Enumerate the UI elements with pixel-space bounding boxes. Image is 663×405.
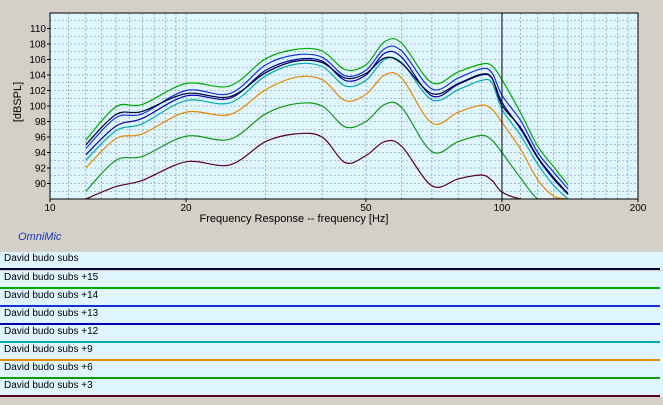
legend-label: David budo subs +13 (4, 308, 99, 319)
legend-color-swatch (0, 323, 660, 325)
legend-label: David budo subs +3 (4, 380, 93, 391)
legend-panel: David budo subs David budo subs +15 David … (0, 252, 663, 405)
legend-row[interactable]: David budo subs +6 (0, 361, 663, 379)
y-tick-label: 104 (29, 71, 46, 82)
series-line (85, 37, 569, 186)
brand-label: OmniMic (18, 231, 62, 243)
y-tick-label: 108 (29, 40, 46, 51)
y-tick-label: 92 (35, 164, 47, 175)
y-tick-label: 110 (30, 24, 46, 35)
legend-row[interactable]: David budo subs +15 (0, 271, 663, 289)
x-axis-title: Frequency Response -- frequency [Hz] (200, 213, 389, 225)
legend-label: David budo subs +15 (4, 272, 99, 283)
legend-color-swatch (0, 287, 660, 289)
y-tick-label: 102 (29, 86, 46, 97)
legend-row[interactable]: David budo subs +3 (0, 379, 663, 397)
legend-row[interactable]: David budo subs (0, 252, 663, 270)
y-tick-label: 96 (35, 133, 47, 144)
legend-label: David budo subs +14 (4, 290, 99, 301)
series-line (85, 45, 569, 190)
x-tick-label: 200 (630, 203, 647, 214)
legend-color-swatch (0, 268, 660, 270)
legend-label: David budo subs +6 (4, 362, 93, 373)
legend-color-swatch (0, 377, 660, 379)
x-tick-label: 20 (180, 203, 192, 214)
y-axis-title: [dBSPL] (12, 82, 24, 122)
legend-row[interactable]: David budo subs +12 (0, 325, 663, 343)
legend-row[interactable]: David budo subs +14 (0, 289, 663, 307)
x-tick-label: 50 (360, 203, 372, 214)
x-tick-label: 100 (494, 203, 511, 214)
series-line (85, 132, 568, 199)
legend-color-swatch (0, 395, 660, 397)
y-tick-label: 90 (35, 179, 47, 190)
series-line (85, 56, 569, 199)
legend-color-swatch (0, 341, 660, 343)
x-tick-label: 10 (44, 203, 56, 214)
series-line (85, 71, 569, 199)
legend-label: David budo subs +9 (4, 344, 93, 355)
legend-color-swatch (0, 305, 660, 307)
legend-row[interactable]: David budo subs +13 (0, 307, 663, 325)
legend-color-swatch (0, 359, 660, 361)
legend-label: David budo subs +12 (4, 326, 99, 337)
frequency-response-chart: 90 92 94 96 98 100 102 104 106 108 110 10 20 50 100 200… (12, 12, 647, 225)
series-line (85, 56, 569, 194)
y-tick-label: 100 (29, 102, 46, 113)
y-tick-label: 94 (35, 148, 47, 159)
y-tick-label: 106 (29, 55, 46, 66)
y-tick-label: 98 (35, 117, 47, 128)
legend-row[interactable]: David budo subs +9 (0, 343, 663, 361)
chart-svg: 90 92 94 96 98 100 102 104 106 108 110 10 20 50 100 200… (12, 12, 647, 225)
series-line (85, 101, 568, 199)
legend-label: David budo subs (4, 253, 79, 264)
